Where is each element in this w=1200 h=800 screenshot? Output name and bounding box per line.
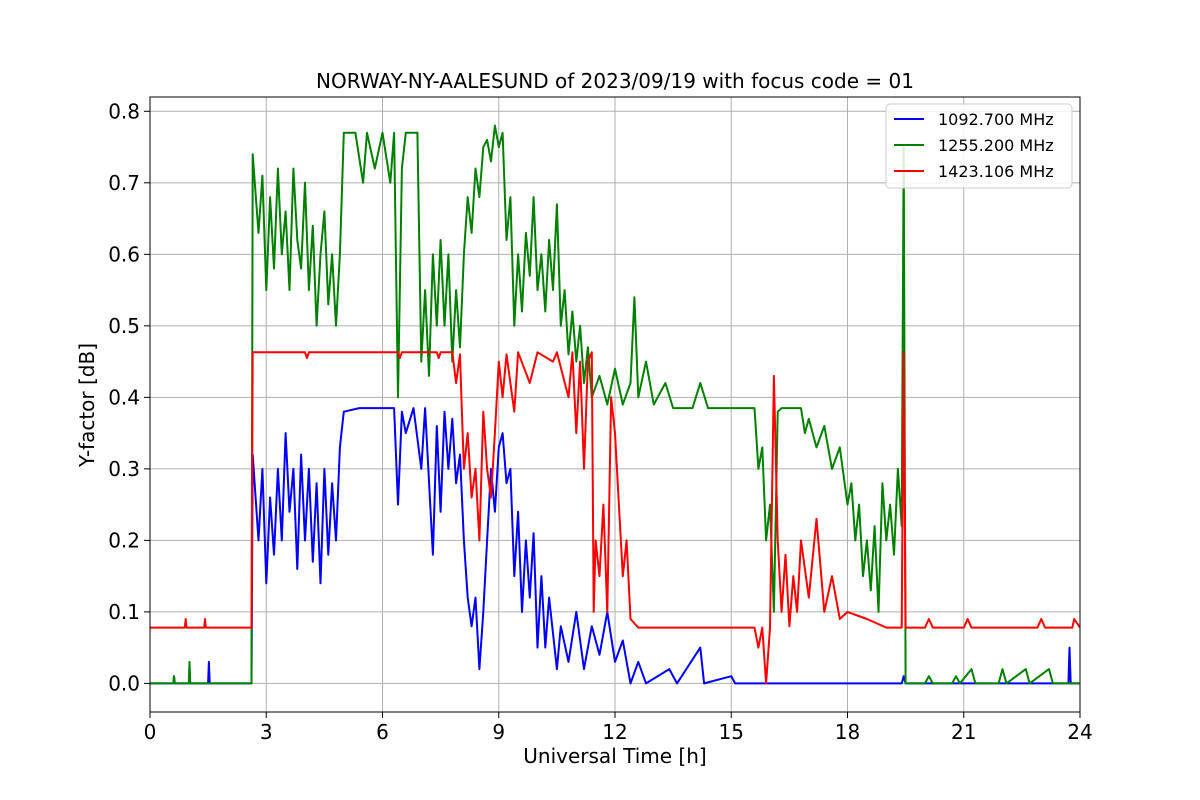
y-tick-label: 0.8 [108,99,140,123]
x-tick-label: 12 [602,720,627,744]
plot-series [150,124,1081,685]
y-tick-label: 0.5 [108,314,140,338]
x-tick-label: 21 [951,720,976,744]
y-tick-label: 0.4 [108,385,140,409]
y-tick-label: 0.7 [108,171,140,195]
series-line-1 [150,407,1080,685]
legend-label: 1092.700 MHz [938,110,1054,129]
y-axis-label: Y-factor [dB] [75,343,99,468]
x-axis-label: Universal Time [h] [523,744,706,768]
chart-title: NORWAY-NY-AALESUND of 2023/09/19 with fo… [316,69,914,93]
x-tick-label: 18 [835,720,860,744]
x-tick-label: 9 [492,720,505,744]
x-tick-label: 6 [376,720,389,744]
axis-ticks: 0 3 6 9 12 15 18 21 24 0.0 0.1 0.2 0.3 0.4 0.5 0.6 0.7 0.… [108,99,1093,744]
series-line-3 [150,351,1081,685]
y-tick-label: 0.1 [108,600,140,624]
legend-box [885,103,1073,189]
y-tick-label: 0.3 [108,457,140,481]
y-tick-label: 0.0 [108,671,140,695]
series-line-2 [150,124,1080,685]
x-tick-label: 24 [1067,720,1092,744]
y-tick-label: 0.2 [108,528,140,552]
x-tick-label: 3 [260,720,273,744]
x-tick-label: 0 [144,720,157,744]
y-tick-label: 0.6 [108,242,140,266]
legend-label: 1423.106 MHz [938,162,1054,181]
x-tick-label: 15 [719,720,744,744]
legend-label: 1255.200 MHz [938,136,1054,155]
legend: 1092.700 MHz 1255.200 MHz 1423.106 MHz [885,103,1073,189]
